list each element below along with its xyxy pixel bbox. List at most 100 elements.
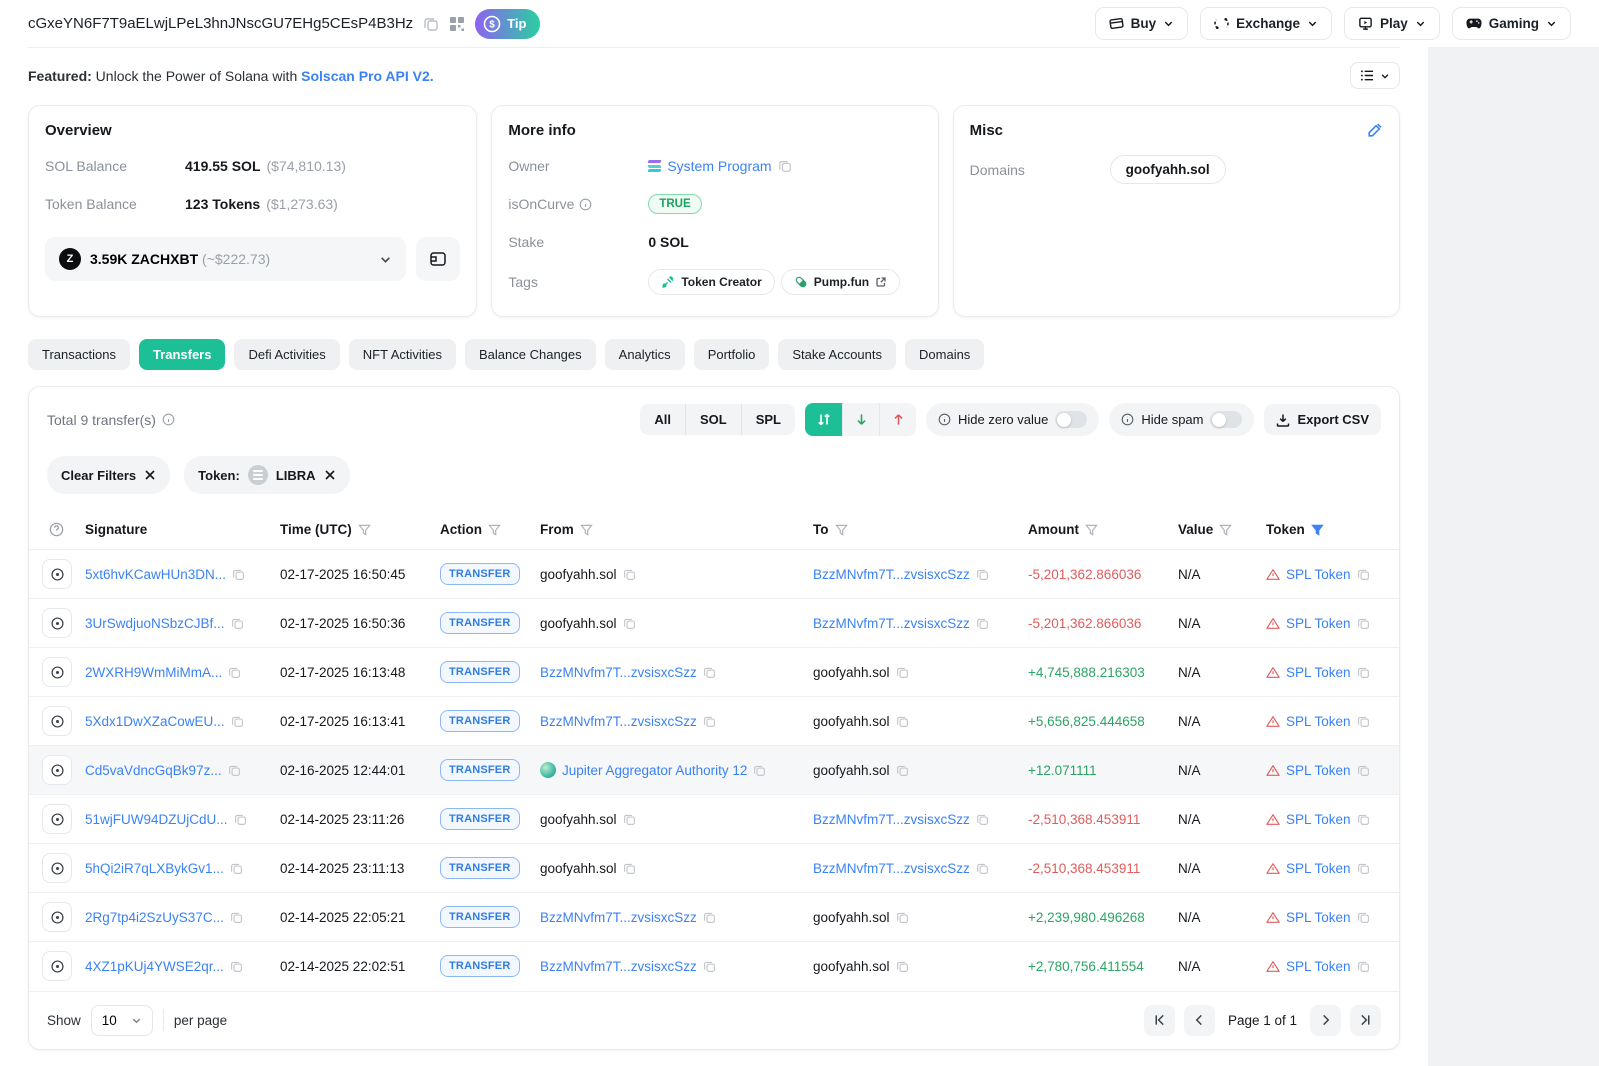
copy-icon[interactable] [231,617,244,630]
scope-all[interactable]: All [654,412,671,427]
prev-page-button[interactable] [1183,1004,1215,1036]
clear-filters-chip[interactable]: Clear Filters [47,456,171,494]
to-address[interactable]: goofyahh.sol [813,664,890,680]
copy-icon[interactable] [228,666,241,679]
tab-portfolio[interactable]: Portfolio [693,339,770,370]
action-badge[interactable]: TRANSFER [440,857,520,879]
signature-link[interactable]: 5Xdx1DwXZaCowEU... [85,713,225,729]
signature-link[interactable]: 5hQi2iR7qLXBykGv1... [85,860,224,876]
from-address[interactable]: BzzMNvfm7T...zvsisxcSzz [540,909,697,925]
tag-pump-fun[interactable]: Pump.fun [780,269,901,295]
token-link[interactable]: SPL Token [1286,615,1351,631]
copy-icon[interactable] [896,666,909,679]
filter-icon[interactable] [488,524,501,536]
signature-link[interactable]: 2WXRH9WmMiMmA... [85,664,223,680]
incoming-filter-button[interactable] [842,403,880,436]
preview-button[interactable] [42,559,72,589]
copy-icon[interactable] [703,666,716,679]
copy-icon[interactable] [976,862,989,875]
token-link[interactable]: SPL Token [1286,566,1351,582]
preview-button[interactable] [42,706,72,736]
to-address[interactable]: BzzMNvfm7T...zvsisxcSzz [813,566,970,582]
filter-icon[interactable] [1085,524,1098,536]
action-badge[interactable]: TRANSFER [440,563,520,585]
copy-icon[interactable] [230,911,243,924]
tag-token-creator[interactable]: Token Creator [648,269,775,295]
copy-icon[interactable] [896,764,909,777]
copy-icon[interactable] [230,862,243,875]
copy-icon[interactable] [703,960,716,973]
copy-icon[interactable] [1357,617,1370,630]
first-page-button[interactable] [1143,1004,1175,1036]
from-address[interactable]: goofyahh.sol [540,860,617,876]
copy-icon[interactable] [232,568,245,581]
from-address[interactable]: goofyahh.sol [540,811,617,827]
filter-active-icon[interactable] [1310,524,1324,536]
view-options-button[interactable] [1350,62,1400,89]
copy-icon[interactable] [976,813,989,826]
outgoing-filter-button[interactable] [879,403,917,436]
to-address[interactable]: goofyahh.sol [813,958,890,974]
copy-icon[interactable] [976,617,989,630]
action-badge[interactable]: TRANSFER [440,808,520,830]
signature-link[interactable]: 3UrSwdjuoNSbzCJBf... [85,615,225,631]
preview-button[interactable] [42,804,72,834]
token-holdings-select[interactable]: Z 3.59K ZACHXBT (~$222.73) [45,237,407,281]
copy-address-button[interactable] [423,16,439,32]
scope-spl[interactable]: SPL [740,404,795,435]
featured-link[interactable]: Solscan Pro API V2. [301,67,434,84]
tab-domains[interactable]: Domains [905,339,985,370]
copy-icon[interactable] [896,911,909,924]
copy-icon[interactable] [228,764,241,777]
buy-menu-button[interactable]: Buy [1094,7,1189,40]
edit-misc-button[interactable] [1366,122,1383,142]
preview-button[interactable] [42,608,72,638]
copy-icon[interactable] [976,568,989,581]
copy-icon[interactable] [623,617,636,630]
token-link[interactable]: SPL Token [1286,958,1351,974]
preview-button[interactable] [42,902,72,932]
copy-icon[interactable] [1357,715,1370,728]
token-link[interactable]: SPL Token [1286,811,1351,827]
copy-icon[interactable] [1357,862,1370,875]
filter-icon[interactable] [1219,524,1233,536]
from-address[interactable]: goofyahh.sol [540,615,617,631]
from-address[interactable]: Jupiter Aggregator Authority 12 [562,762,748,778]
action-badge[interactable]: TRANSFER [440,710,520,732]
hide-spam-toggle[interactable]: Hide spam [1109,403,1255,436]
tab-analytics[interactable]: Analytics [604,339,685,370]
signature-link[interactable]: 5xt6hvKCawHUn3DN... [85,566,227,582]
copy-icon[interactable] [1357,813,1370,826]
token-link[interactable]: SPL Token [1286,664,1351,680]
hide-zero-value-toggle[interactable]: Hide zero value [926,403,1100,436]
sort-both-button[interactable] [805,403,843,436]
action-badge[interactable]: TRANSFER [440,612,520,634]
copy-icon[interactable] [896,715,909,728]
from-address[interactable]: goofyahh.sol [540,566,617,582]
token-link[interactable]: SPL Token [1286,860,1351,876]
per-page-select[interactable]: 10 [90,1004,153,1036]
action-badge[interactable]: TRANSFER [440,661,520,683]
copy-icon[interactable] [623,813,636,826]
signature-link[interactable]: Cd5vaVdncGqBk97z... [85,762,222,778]
tab-transfers[interactable]: Transfers [138,339,226,370]
exchange-menu-button[interactable]: Exchange [1200,7,1332,40]
gaming-menu-button[interactable]: Gaming [1451,7,1571,40]
scope-sol[interactable]: SOL [684,404,741,435]
signature-link[interactable]: 4XZ1pKUj4YWSE2qr... [85,958,224,974]
preview-button[interactable] [42,951,72,982]
copy-icon[interactable] [1357,911,1370,924]
wallet-view-button[interactable] [416,237,461,281]
from-address[interactable]: BzzMNvfm7T...zvsisxcSzz [540,664,697,680]
qr-code-button[interactable] [449,16,465,32]
tab-nft-activities[interactable]: NFT Activities [348,339,457,370]
preview-button[interactable] [42,853,72,883]
question-circle-icon[interactable] [49,522,64,537]
from-address[interactable]: BzzMNvfm7T...zvsisxcSzz [540,713,697,729]
next-page-button[interactable] [1310,1004,1341,1036]
owner-link[interactable]: System Program [667,158,772,174]
preview-button[interactable] [42,755,72,785]
copy-icon[interactable] [1357,960,1370,973]
filter-icon[interactable] [834,524,848,536]
to-address[interactable]: BzzMNvfm7T...zvsisxcSzz [813,615,970,631]
